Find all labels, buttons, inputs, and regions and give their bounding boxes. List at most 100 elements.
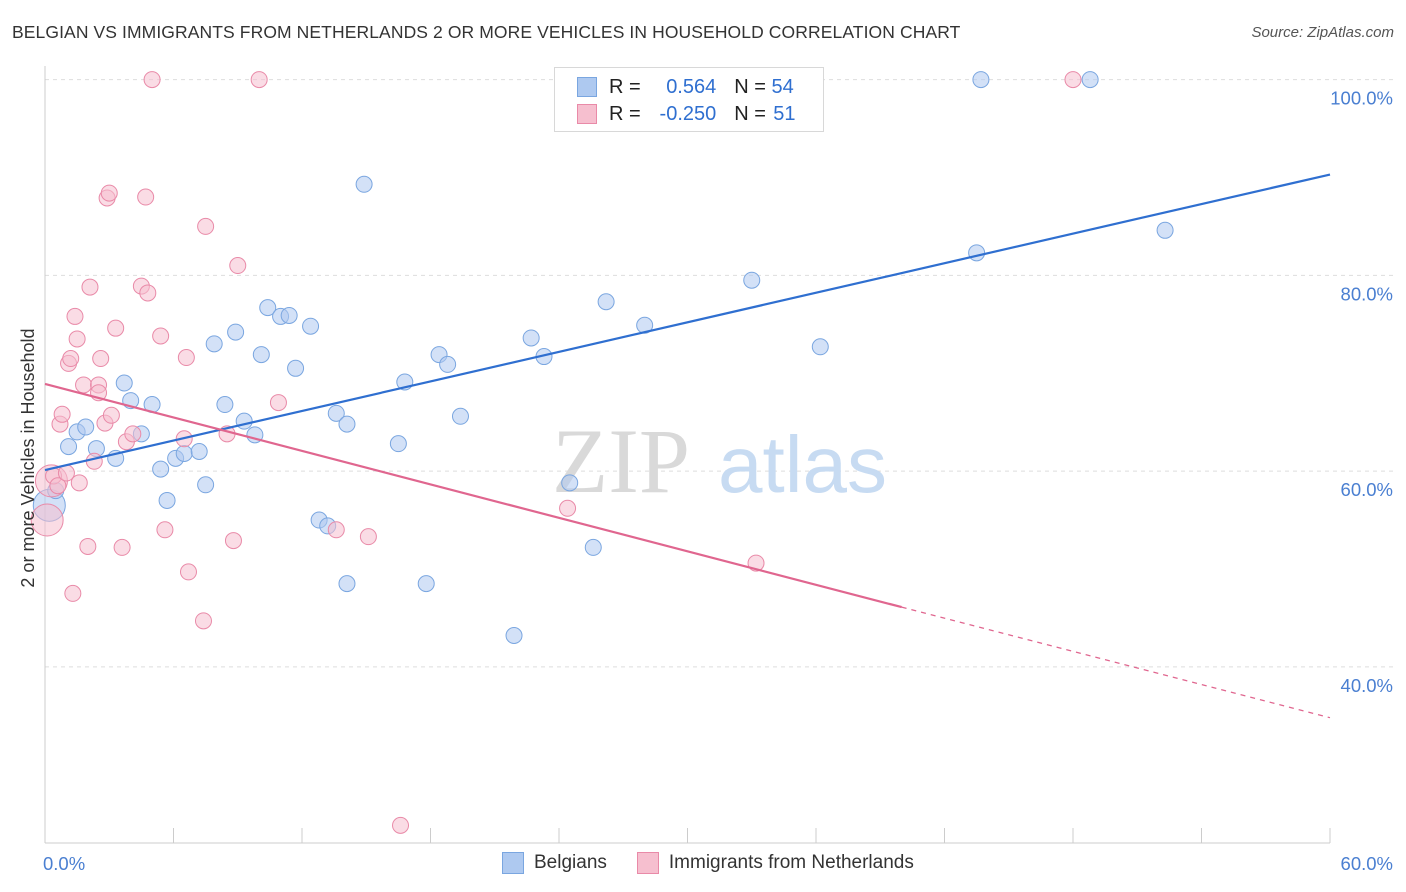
netherlands-point xyxy=(137,188,155,206)
legend-row-belgians: R = 0.564 N = 54 xyxy=(577,75,794,99)
belgian-trend-line xyxy=(44,173,1331,472)
netherlands-point xyxy=(327,521,345,539)
points-layer xyxy=(30,71,1174,834)
belgian-point xyxy=(1081,71,1099,89)
belgian-point xyxy=(302,317,320,335)
netherlands-point xyxy=(113,538,131,556)
netherlands-point xyxy=(229,257,247,275)
legend-row-netherlands: R = -0.250 N = 51 xyxy=(577,102,796,126)
netherlands-point xyxy=(177,349,195,367)
netherlands-point xyxy=(559,499,577,517)
netherlands-point xyxy=(224,532,242,550)
y-tick-label: 100.0% xyxy=(1330,88,1393,109)
netherlands-point xyxy=(1064,71,1082,89)
netherlands-point xyxy=(152,327,170,345)
belgian-point xyxy=(60,438,78,456)
netherlands-point xyxy=(269,394,287,412)
belgian-point xyxy=(389,435,407,453)
netherlands-point xyxy=(107,319,125,337)
netherlands-point xyxy=(156,521,174,539)
watermark-zip: ZIP xyxy=(552,410,690,512)
netherlands-point xyxy=(79,537,97,555)
legend-swatch-pink xyxy=(577,104,597,124)
trend-layer xyxy=(44,173,1331,719)
belgian-point xyxy=(743,271,761,289)
x-tick-label: 60.0% xyxy=(1341,853,1393,874)
belgian-point xyxy=(968,244,986,262)
grid-layer xyxy=(45,79,1395,668)
belgian-point xyxy=(811,338,829,356)
belgian-point xyxy=(259,299,277,317)
belgian-point xyxy=(584,538,602,556)
source-credit: Source: ZipAtlas.com xyxy=(1251,24,1394,41)
chart-title: BELGIAN VS IMMIGRANTS FROM NETHERLANDS 2… xyxy=(12,22,961,42)
series-legend: Belgians Immigrants from Netherlands xyxy=(502,852,944,874)
series-label-netherlands: Immigrants from Netherlands xyxy=(668,852,914,873)
netherlands-point xyxy=(75,376,93,394)
series-label-belgians: Belgians xyxy=(534,852,607,873)
y-tick-label: 80.0% xyxy=(1341,283,1393,304)
netherlands-point xyxy=(102,406,120,424)
belgian-point xyxy=(190,443,208,460)
series-legend-item-netherlands: Immigrants from Netherlands xyxy=(636,852,914,874)
netherlands-trend-extension xyxy=(901,606,1331,719)
legend-r-label: R = xyxy=(609,102,647,125)
legend-r-value: 0.564 xyxy=(666,75,717,98)
belgian-point xyxy=(355,175,373,193)
belgian-point xyxy=(175,444,193,462)
netherlands-point xyxy=(92,350,110,368)
legend-r-value: -0.250 xyxy=(659,102,717,125)
series-swatch-pink xyxy=(636,852,659,874)
watermark-atlas: atlas xyxy=(718,420,887,509)
legend-n-label: N = xyxy=(734,75,772,98)
belgian-point xyxy=(115,374,133,392)
netherlands-point xyxy=(81,278,99,296)
watermark: ZIP atlas xyxy=(552,410,887,512)
belgian-point xyxy=(417,575,435,593)
belgian-point xyxy=(197,476,215,494)
netherlands-point xyxy=(85,452,103,470)
netherlands-point xyxy=(62,350,80,368)
netherlands-point xyxy=(179,563,197,581)
netherlands-point xyxy=(359,528,377,546)
belgian-point xyxy=(205,335,223,353)
netherlands-point xyxy=(53,405,71,423)
series-swatch-blue xyxy=(502,852,524,874)
correlation-legend: R = 0.564 N = 54 R = -0.250 N = 51 xyxy=(554,67,824,132)
belgian-point xyxy=(451,407,469,425)
netherlands-point xyxy=(64,584,82,602)
belgian-point xyxy=(561,474,579,492)
legend-r-label: R = xyxy=(609,75,647,98)
series-legend-item-belgians: Belgians xyxy=(502,852,607,874)
legend-n-value: 54 xyxy=(771,75,794,98)
belgian-point xyxy=(77,418,95,436)
legend-n-label: N = xyxy=(734,102,772,125)
belgian-point xyxy=(158,491,176,509)
netherlands-point xyxy=(66,307,84,325)
belgian-point xyxy=(439,355,457,373)
belgian-point xyxy=(338,415,356,433)
belgian-point xyxy=(327,404,345,422)
netherlands-point xyxy=(100,184,118,202)
netherlands-trend-line xyxy=(44,382,902,609)
x-tick-label: 0.0% xyxy=(43,853,85,874)
netherlands-point xyxy=(70,474,88,492)
y-tick-label: 60.0% xyxy=(1341,479,1393,500)
netherlands-point xyxy=(124,425,142,443)
netherlands-point xyxy=(49,477,67,495)
legend-n-value: 51 xyxy=(773,102,796,125)
y-axis-label: 2 or more Vehicles in Household xyxy=(18,328,38,587)
belgian-point xyxy=(227,323,245,341)
belgian-point xyxy=(152,460,170,478)
netherlands-point xyxy=(30,503,64,537)
belgian-point xyxy=(1156,221,1174,239)
belgian-point xyxy=(252,346,270,364)
netherlands-point xyxy=(194,612,212,630)
belgian-point xyxy=(505,627,523,645)
belgian-point xyxy=(597,293,615,311)
netherlands-point xyxy=(143,71,161,89)
legend-swatch-blue xyxy=(577,77,597,97)
netherlands-point xyxy=(139,284,157,302)
belgian-point xyxy=(235,412,253,430)
